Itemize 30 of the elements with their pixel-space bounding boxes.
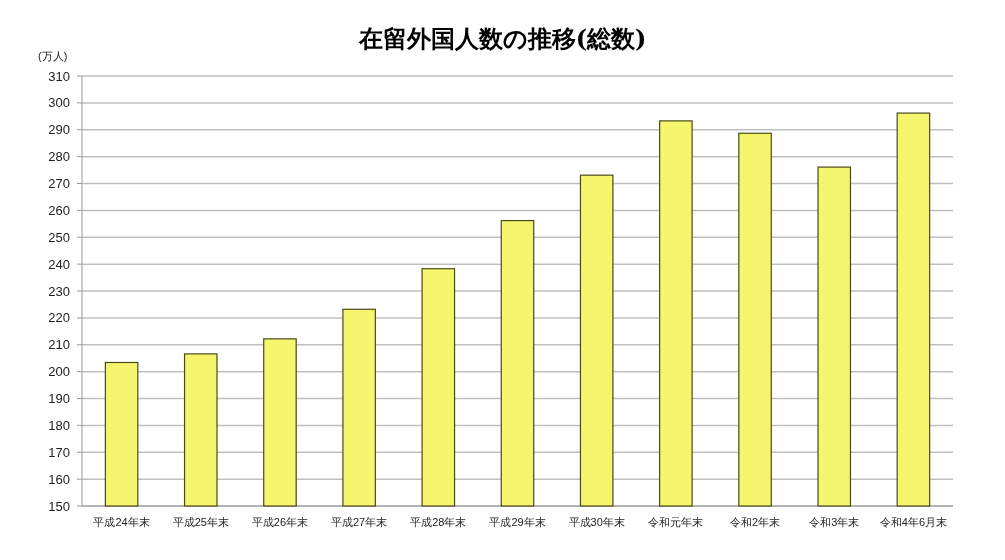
x-tick-label: 令和元年末 [648,516,704,528]
y-tick-label: 180 [48,417,70,433]
x-tick-label: 令和3年末 [809,516,860,528]
chart-title: 在留外国人数の推移(総数) [357,24,647,53]
y-tick-label: 250 [48,229,70,245]
x-tick-label: 平成24年末 [93,516,150,528]
y-tick-label: 270 [48,176,70,191]
y-tick-label: 300 [48,95,70,111]
y-tick-label: 170 [48,444,70,460]
y-tick-label: 260 [48,202,70,218]
y-tick-label: 240 [48,256,70,272]
x-tick-label: 令和2年末 [729,516,781,528]
y-tick-label: 190 [48,391,70,406]
x-tick-label: 平成29年末 [489,516,546,528]
x-tick-label: 平成30年末 [568,516,625,528]
y-tick-label: 220 [48,310,70,326]
y-tick-label: 290 [48,122,70,138]
y-tick-label: 200 [48,364,70,380]
x-tick-label: 平成25年末 [172,516,229,528]
y-tick-label: 150 [48,498,70,514]
x-tick-label: 令和4年6月末 [879,516,948,528]
y-tick-label: 280 [48,149,70,165]
x-tick-label: 平成26年末 [251,516,309,528]
y-axis-title: (万人) [38,50,68,62]
x-tick-label: 平成28年末 [410,516,467,528]
y-tick-label: 310 [48,68,70,84]
y-tick-label: 160 [48,471,70,487]
y-tick-label: 230 [48,283,70,299]
x-tick-label: 平成27年末 [331,516,388,528]
y-tick-label: 210 [48,337,70,353]
